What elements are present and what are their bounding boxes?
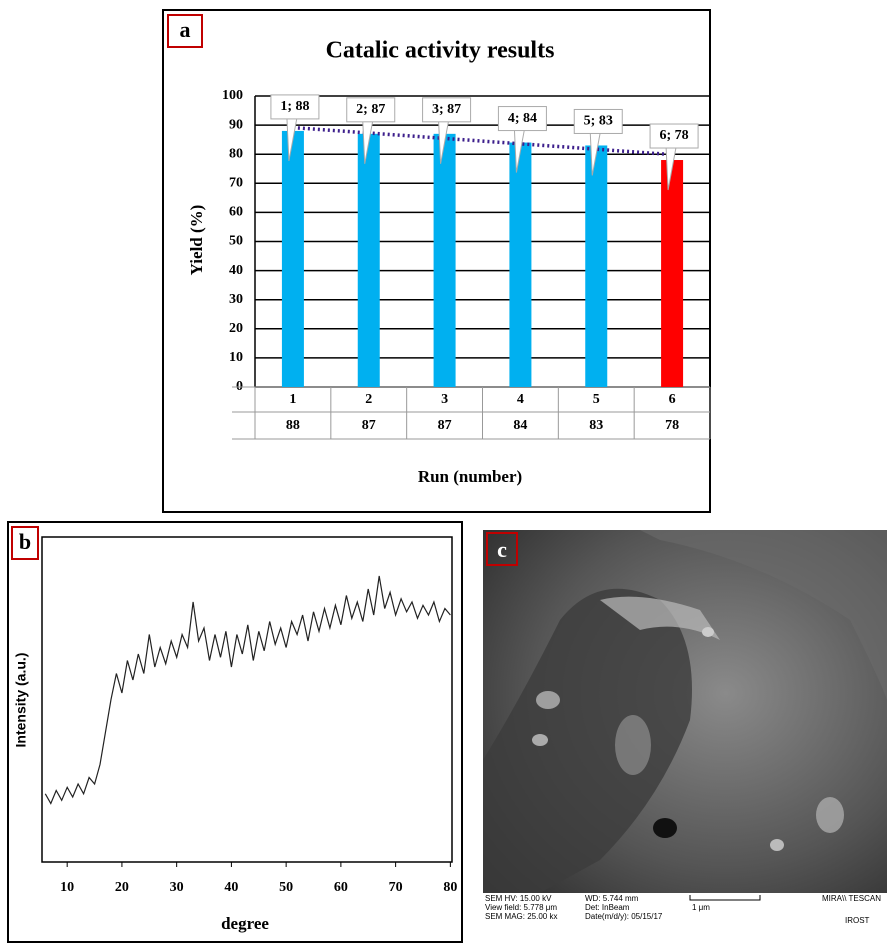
y-tick-label: 10 <box>229 350 243 365</box>
sem-info-text: SEM HV: 15.00 kV <box>485 894 552 903</box>
sem-info-text: WD: 5.744 mm <box>585 894 639 903</box>
callout-box <box>270 94 320 120</box>
y-tick-label: 50 <box>229 234 243 249</box>
y-tick-label: 60 <box>229 205 243 220</box>
data-label: 2; 87 <box>356 102 385 117</box>
callout-box <box>497 106 547 132</box>
bar <box>585 145 608 387</box>
panel-frame <box>7 521 463 943</box>
x-tick-label: 20 <box>115 880 129 895</box>
table-value: 88 <box>286 418 300 433</box>
x-tick-label: 70 <box>389 880 403 895</box>
table-value: 83 <box>589 418 603 433</box>
y-axis-label: Intensity (a.u.) <box>13 653 29 748</box>
bar <box>357 133 380 387</box>
panel-frame <box>162 9 711 513</box>
scale-bar-label: 1 μm <box>692 903 710 912</box>
x-tick-label: 30 <box>170 880 184 895</box>
table-value: 78 <box>665 418 679 433</box>
callout-box <box>422 97 472 123</box>
data-label: 6; 78 <box>659 128 688 143</box>
plot-frame <box>41 536 453 863</box>
bar <box>509 142 532 387</box>
x-tick-label: 4 <box>517 392 524 407</box>
y-axis-label: Yield (%) <box>187 205 206 276</box>
x-tick-label: 2 <box>365 392 372 407</box>
x-tick-label: 60 <box>334 880 348 895</box>
y-tick-label: 90 <box>229 117 243 132</box>
y-tick-label: 30 <box>229 292 243 307</box>
table-value: 87 <box>438 418 452 433</box>
x-tick-label: 1 <box>289 392 296 407</box>
data-label: 5; 83 <box>584 114 613 129</box>
institute: IROST <box>845 916 870 925</box>
scale-bar <box>689 895 761 901</box>
panel-label: a <box>180 17 191 42</box>
panel-label: b <box>19 529 31 554</box>
x-axis-label: Run (number) <box>418 467 522 486</box>
callout-box <box>346 97 396 123</box>
y-tick-label: 100 <box>222 88 243 103</box>
table-value: 87 <box>362 418 376 433</box>
callout-box <box>649 123 699 149</box>
data-label: 3; 87 <box>432 102 461 117</box>
x-tick-label: 5 <box>593 392 600 407</box>
y-tick-label: 70 <box>229 176 243 191</box>
x-axis-label: degree <box>221 914 269 933</box>
trendline <box>292 125 673 157</box>
y-tick-label: 40 <box>229 263 243 278</box>
x-tick-label: 10 <box>60 880 74 895</box>
bar <box>281 130 304 388</box>
data-label: 1; 88 <box>280 99 309 114</box>
brand: MIRA\\ TESCAN <box>822 894 881 903</box>
sem-info-text: SEM MAG: 25.00 kx <box>485 912 557 921</box>
x-tick-label: 6 <box>669 392 676 407</box>
data-label: 4; 84 <box>508 111 537 126</box>
chart-title: Catalic activity results <box>326 38 555 64</box>
x-tick-label: 50 <box>279 880 293 895</box>
table-value: 84 <box>513 418 527 433</box>
sem-info-text: Det: InBeam <box>585 903 630 912</box>
line-series <box>44 575 451 805</box>
sem-image <box>483 530 887 893</box>
panel-label-box <box>486 532 518 566</box>
y-tick-label: 20 <box>229 321 243 336</box>
sem-info-text: Date(m/d/y): 05/15/17 <box>585 912 663 921</box>
x-tick-label: 3 <box>441 392 448 407</box>
panel-label-box <box>167 14 203 48</box>
callout-box <box>573 108 623 134</box>
panel-label-box <box>11 526 39 560</box>
bar <box>661 160 684 387</box>
y-tick-label: 80 <box>229 146 243 161</box>
sem-info: SEM HV: 15.00 kV View field: 5.778 μm SE… <box>485 894 881 925</box>
bar <box>433 133 456 387</box>
panel-label: c <box>497 537 507 562</box>
sem-info-text: View field: 5.778 μm <box>485 903 557 912</box>
x-tick-label: 40 <box>224 880 238 895</box>
x-tick-label: 80 <box>443 880 457 895</box>
